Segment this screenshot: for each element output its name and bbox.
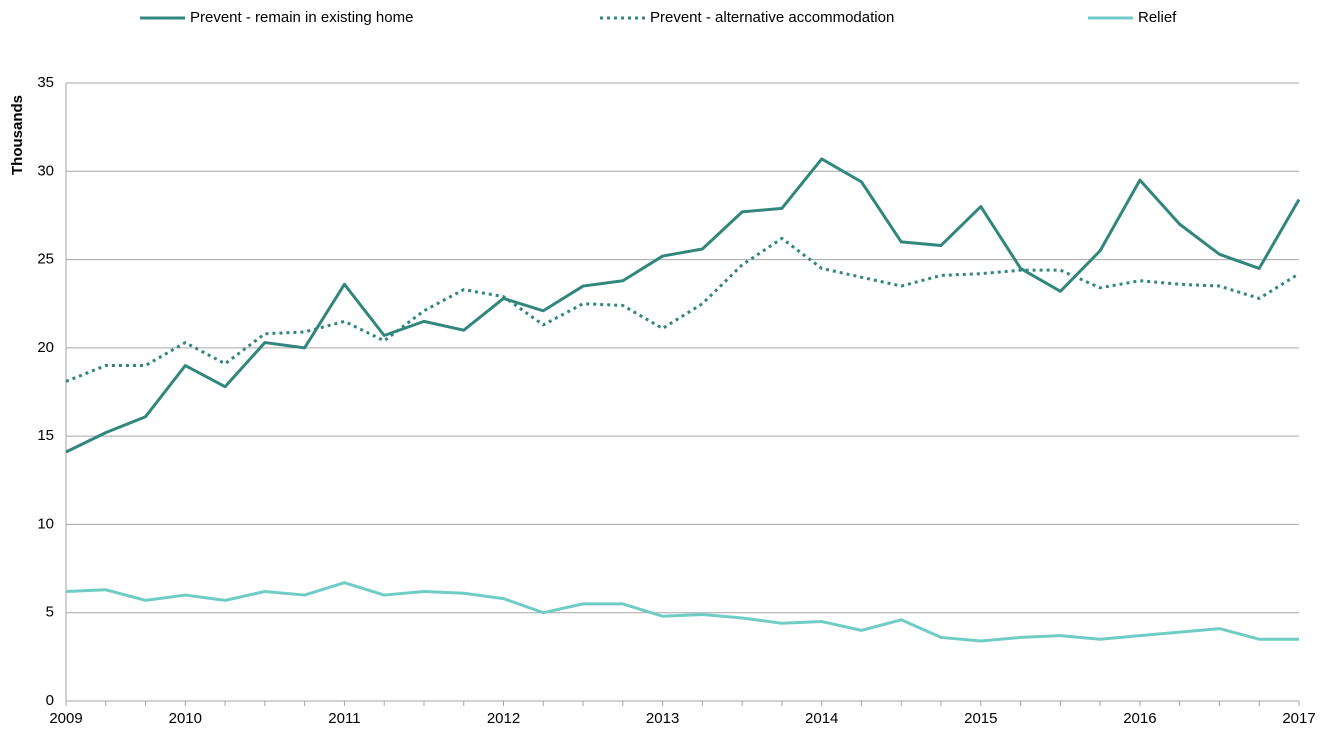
legend-label: Prevent - remain in existing home	[190, 9, 413, 26]
x-tick-label: 2012	[487, 710, 520, 727]
y-tick-label: 5	[46, 604, 54, 621]
series-line	[65, 236, 1300, 383]
legend-label: Relief	[1138, 9, 1177, 26]
x-tick-label: 2015	[964, 710, 997, 727]
x-tick-label: 2014	[805, 710, 838, 727]
y-tick-label: 25	[37, 251, 54, 268]
x-tick-label: 2013	[646, 710, 679, 727]
legend-label: Prevent - alternative accommodation	[650, 9, 894, 26]
y-tick-label: 15	[37, 427, 54, 444]
y-tick-label: 10	[37, 515, 54, 532]
x-tick-label: 2011	[328, 710, 360, 727]
y-tick-label: 35	[37, 74, 54, 91]
y-tick-label: 0	[46, 692, 54, 709]
x-tick-label: 2016	[1123, 710, 1156, 727]
y-tick-label: 20	[37, 339, 54, 356]
y-tick-label: 30	[37, 162, 54, 179]
x-tick-label: 2017	[1282, 710, 1315, 727]
series-line	[65, 581, 1299, 643]
series-line	[65, 157, 1301, 454]
x-tick-label: 2009	[49, 710, 82, 727]
x-tick-label: 2010	[169, 710, 202, 727]
y-axis-label: Thousands	[9, 95, 26, 175]
